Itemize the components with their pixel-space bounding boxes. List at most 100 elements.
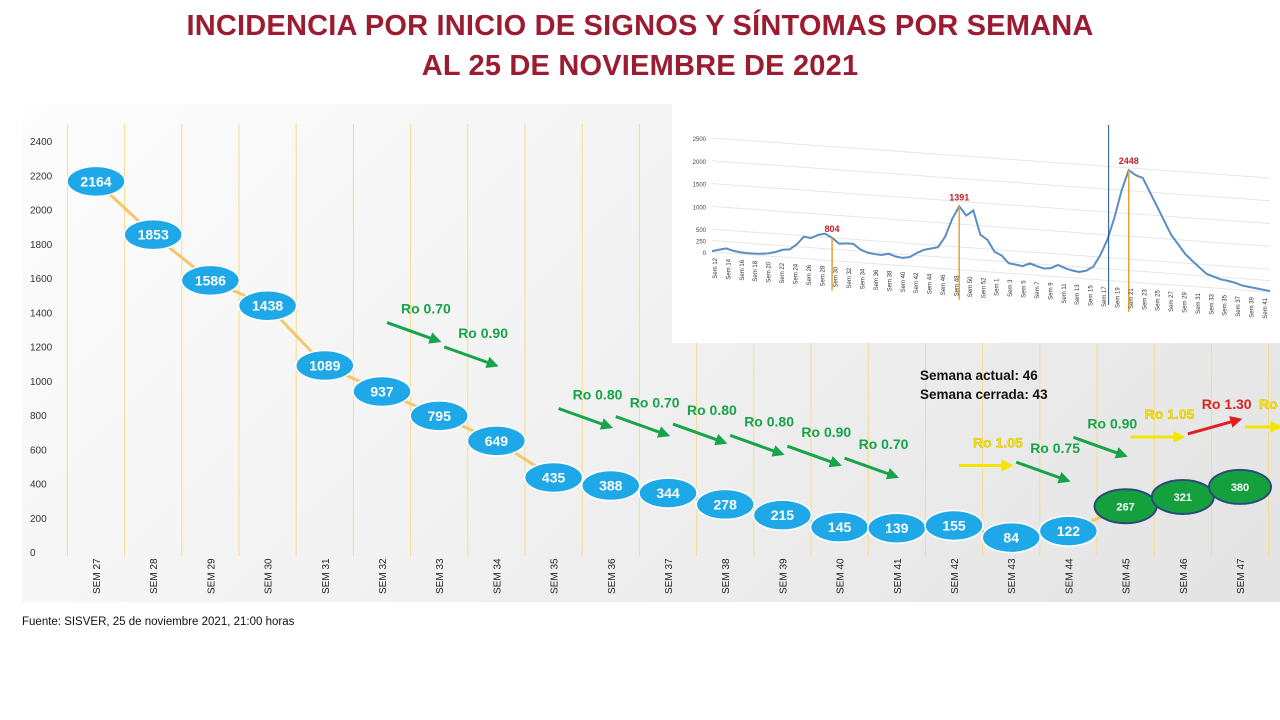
inset-x-tick-label: Sem 20 <box>767 261 773 282</box>
inset-x-tick-label: Sem 28 <box>820 265 826 286</box>
ro-arrow <box>443 345 499 368</box>
inset-x-tick-label: Sem 22 <box>780 262 786 283</box>
inset-x-tick-label: Sem 25 <box>1156 290 1162 311</box>
ro-arrow <box>844 456 900 480</box>
inset-chart: 0 250 500 1000 1500 2000 2500 804 1391 2448 Sem 12… <box>693 125 1271 319</box>
inset-x-tick-label: Sem 37 <box>1236 295 1242 316</box>
data-label: 937 <box>370 384 394 400</box>
inset-y-tick-label: 0 <box>703 251 707 257</box>
data-point <box>466 425 527 457</box>
data-label: 122 <box>1057 523 1081 539</box>
ro-label: Ro 0.80 <box>573 387 623 403</box>
data-point <box>581 469 641 502</box>
data-point <box>523 461 584 494</box>
inset-x-tick-label: Sem 21 <box>1129 288 1135 309</box>
inset-x-tick-label: Sem 12 <box>713 257 719 278</box>
data-label: 2164 <box>80 173 111 189</box>
x-tick-label: SEM 36 <box>607 558 618 594</box>
current-week-label: Semana actual: 46 <box>920 368 1038 383</box>
inset-x-tick-label: Sem 38 <box>887 270 893 291</box>
data-point <box>752 499 813 531</box>
data-label: 1853 <box>138 227 169 243</box>
ro-label: Ro 0.90 <box>1087 415 1137 431</box>
ro-arrow <box>1015 460 1071 484</box>
x-tick-label: SEM 45 <box>1122 558 1133 594</box>
inset-x-tick-label: Sem 29 <box>1183 291 1189 312</box>
x-tick-label: SEM 38 <box>721 558 732 594</box>
ro-label: Ro 0.70 <box>859 436 909 452</box>
data-label: 649 <box>485 433 509 449</box>
inset-x-tick-label: Sem 41 <box>1263 297 1269 318</box>
data-label: 435 <box>542 470 566 486</box>
inset-x-tick-label: Sem 44 <box>928 273 934 294</box>
x-tick-label: SEM 43 <box>1007 558 1018 594</box>
data-label: 155 <box>942 517 966 533</box>
inset-x-tick-label: Sem 13 <box>1075 284 1081 305</box>
x-tick-label: SEM 31 <box>321 558 332 594</box>
y-tick-label: 2200 <box>30 171 53 182</box>
data-label: 145 <box>828 519 852 535</box>
data-label: 388 <box>599 478 623 494</box>
inset-y-tick-label: 2500 <box>693 137 707 143</box>
inset-x-tick-label: Sem 31 <box>1196 292 1202 313</box>
data-point <box>66 165 126 198</box>
inset-x-tick-label: Sem 52 <box>981 277 987 298</box>
data-point <box>237 289 298 322</box>
inset-y-tick-label: 1000 <box>693 205 707 211</box>
data-point <box>180 264 241 297</box>
x-tick-label: SEM 30 <box>264 558 275 594</box>
x-tick-label: SEM 47 <box>1236 558 1247 594</box>
inset-x-tick-label: Sem 18 <box>753 260 759 281</box>
inset-x-tick-label: Sem 39 <box>1250 296 1256 317</box>
inset-gridline <box>711 240 1271 282</box>
inset-chart-panel: 0 250 500 1000 1500 2000 2500 804 1391 2448 Sem 12… <box>672 100 1280 343</box>
ro-arrow <box>672 422 728 446</box>
main-chart: 0 200 400 600 800 1000 1200 1400 1600 1800 2000 220… <box>30 124 1280 594</box>
y-tick-label: 2000 <box>30 206 53 217</box>
ro-arrow <box>1187 416 1243 436</box>
ro-label: Ro 1.05 <box>1259 396 1280 412</box>
inset-x-tick-label: Sem 23 <box>1142 289 1148 310</box>
y-tick-label: 2400 <box>30 137 53 148</box>
y-tick-label: 1000 <box>30 377 53 388</box>
inset-x-tick-label: Sem 30 <box>834 266 840 287</box>
ro-label: Ro 0.90 <box>458 325 508 341</box>
inset-x-tick-label: Sem 48 <box>954 275 960 296</box>
page-title-line2: AL 25 DE NOVIEMBRE DE 2021 <box>421 50 859 82</box>
inset-x-tick-label: Sem 9 <box>1048 282 1054 300</box>
ro-label: Ro 0.75 <box>1030 440 1080 456</box>
inset-x-tick-label: Sem 3 <box>1008 279 1014 297</box>
data-label: 139 <box>885 520 909 536</box>
data-label: 380 <box>1231 482 1249 494</box>
inset-gridline <box>711 160 1271 202</box>
page-title-line1: INCIDENCIA POR INICIO DE SIGNOS Y SÍNTOM… <box>186 10 1094 42</box>
y-tick-label: 0 <box>30 548 36 559</box>
data-point <box>123 218 183 251</box>
ro-label: Ro 0.80 <box>687 402 737 418</box>
y-tick-label: 1400 <box>30 308 53 319</box>
data-point <box>695 488 755 521</box>
inset-x-tick-label: Sem 19 <box>1115 287 1121 308</box>
inset-x-tick-label: Sem 5 <box>1022 280 1028 298</box>
y-tick-label: 1200 <box>30 343 53 354</box>
inset-peak-label: 1391 <box>949 192 969 202</box>
inset-gridline <box>711 137 1271 179</box>
x-tick-label: SEM 39 <box>778 558 789 594</box>
data-point <box>981 521 1041 554</box>
inset-x-tick-label: Sem 36 <box>874 269 880 290</box>
data-point <box>1038 515 1099 547</box>
data-label: 795 <box>428 408 452 424</box>
x-tick-label: SEM 32 <box>378 558 389 594</box>
inset-x-tick-label: Sem 40 <box>901 271 907 292</box>
inset-x-tick-label: Sem 34 <box>861 268 867 289</box>
y-tick-label: 1600 <box>30 274 53 285</box>
ro-label: Ro 1.05 <box>1145 406 1195 422</box>
ro-label: Ro 0.90 <box>801 424 851 440</box>
x-tick-label: SEM 46 <box>1179 558 1190 594</box>
y-tick-label: 1800 <box>30 240 53 251</box>
data-label: 267 <box>1116 501 1134 513</box>
data-label: 215 <box>771 507 795 523</box>
ro-label: Ro 1.30 <box>1202 396 1252 412</box>
x-tick-label: SEM 35 <box>550 558 561 594</box>
ro-label: Ro 1.05 <box>973 434 1023 450</box>
